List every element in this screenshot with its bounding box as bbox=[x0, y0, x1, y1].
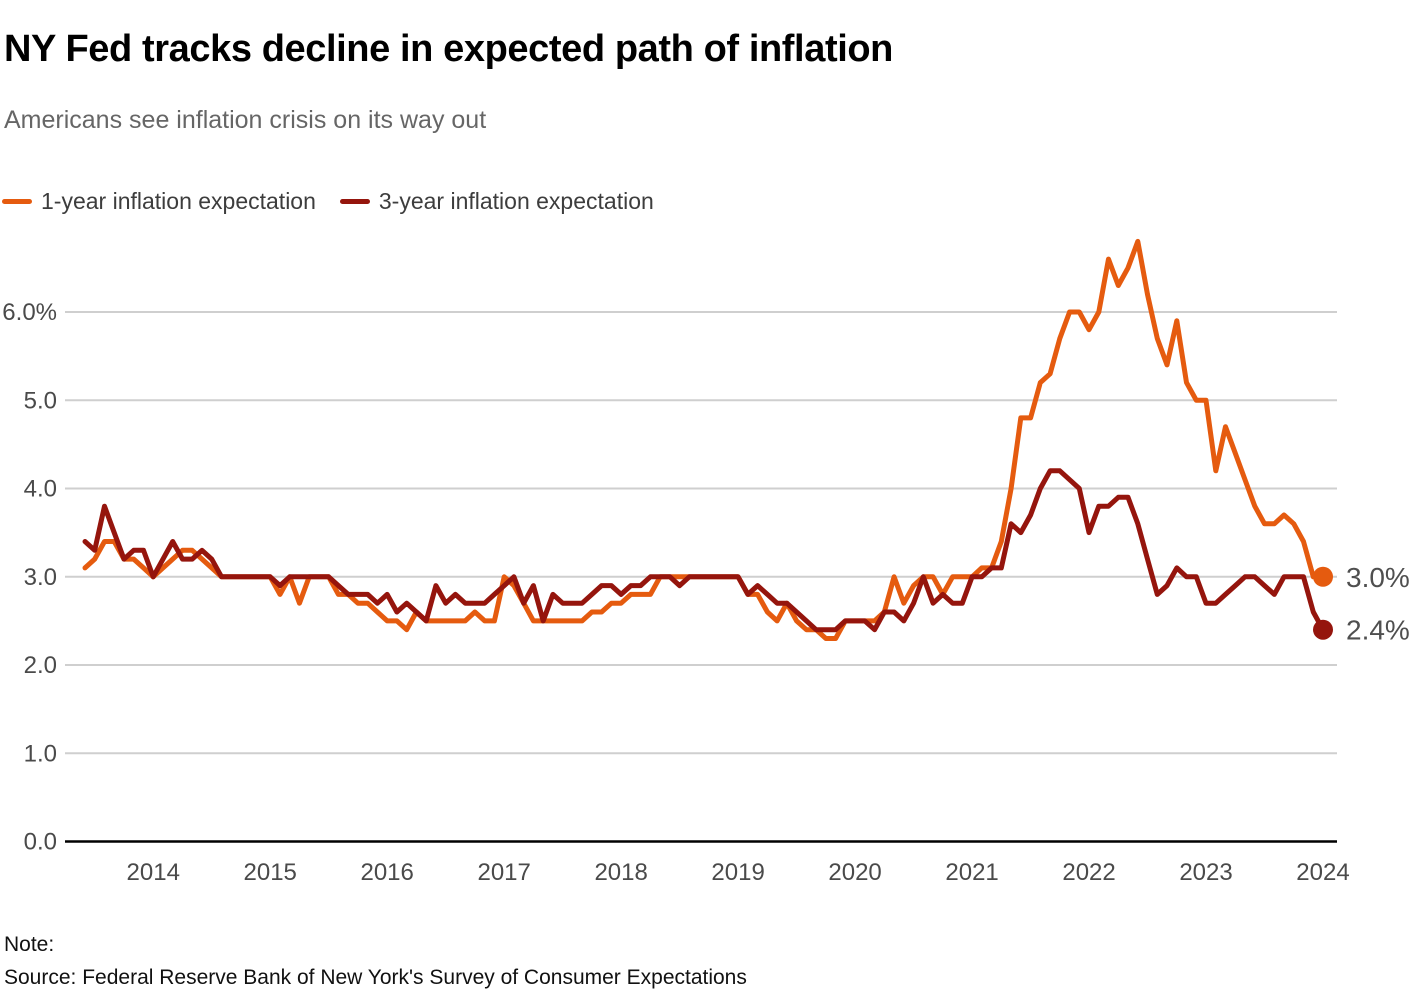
y-tick-1.0: 1.0 bbox=[24, 740, 57, 767]
x-tick-2018: 2018 bbox=[594, 859, 647, 886]
x-tick-2017: 2017 bbox=[477, 859, 530, 886]
y-tick-5.0: 5.0 bbox=[24, 387, 57, 414]
end-dot-1year bbox=[1313, 566, 1333, 587]
legend-swatch-1year-icon bbox=[2, 199, 32, 204]
note: Note: bbox=[4, 933, 55, 956]
y-tick-4.0: 4.0 bbox=[24, 476, 57, 503]
legend-item-1year: 1-year inflation expectation bbox=[2, 188, 316, 215]
series-line-3year bbox=[82, 468, 1326, 633]
chart-title: NY Fed tracks decline in expected path o… bbox=[4, 28, 893, 70]
x-tick-2021: 2021 bbox=[945, 859, 998, 886]
legend-item-3year: 3-year inflation expectation bbox=[339, 188, 654, 215]
x-tick-2014: 2014 bbox=[127, 859, 180, 886]
x-tick-2015: 2015 bbox=[244, 859, 297, 886]
end-dot-3year bbox=[1313, 619, 1333, 640]
legend: 1-year inflation expectation 3-year infl… bbox=[2, 188, 654, 215]
x-tick-2016: 2016 bbox=[360, 859, 413, 886]
x-tick-2020: 2020 bbox=[828, 859, 881, 886]
x-tick-2022: 2022 bbox=[1062, 859, 1115, 886]
legend-swatch-3year-icon bbox=[339, 199, 370, 204]
end-label-3year: 2.4% bbox=[1346, 615, 1410, 646]
x-tick-2019: 2019 bbox=[711, 859, 764, 886]
y-tick-0.0: 0.0 bbox=[24, 829, 57, 856]
y-tick-6.0%: 6.0% bbox=[2, 299, 57, 326]
legend-label-1year: 1-year inflation expectation bbox=[41, 188, 316, 214]
end-label-1year: 3.0% bbox=[1346, 562, 1410, 593]
chart-subtitle: Americans see inflation crisis on its wa… bbox=[4, 106, 487, 134]
y-tick-3.0: 3.0 bbox=[24, 564, 57, 591]
x-tick-2024: 2024 bbox=[1296, 859, 1349, 886]
legend-label-3year: 3-year inflation expectation bbox=[378, 188, 654, 214]
source: Source: Federal Reserve Bank of New York… bbox=[4, 966, 747, 989]
x-tick-2023: 2023 bbox=[1179, 859, 1232, 886]
y-tick-2.0: 2.0 bbox=[24, 652, 57, 679]
